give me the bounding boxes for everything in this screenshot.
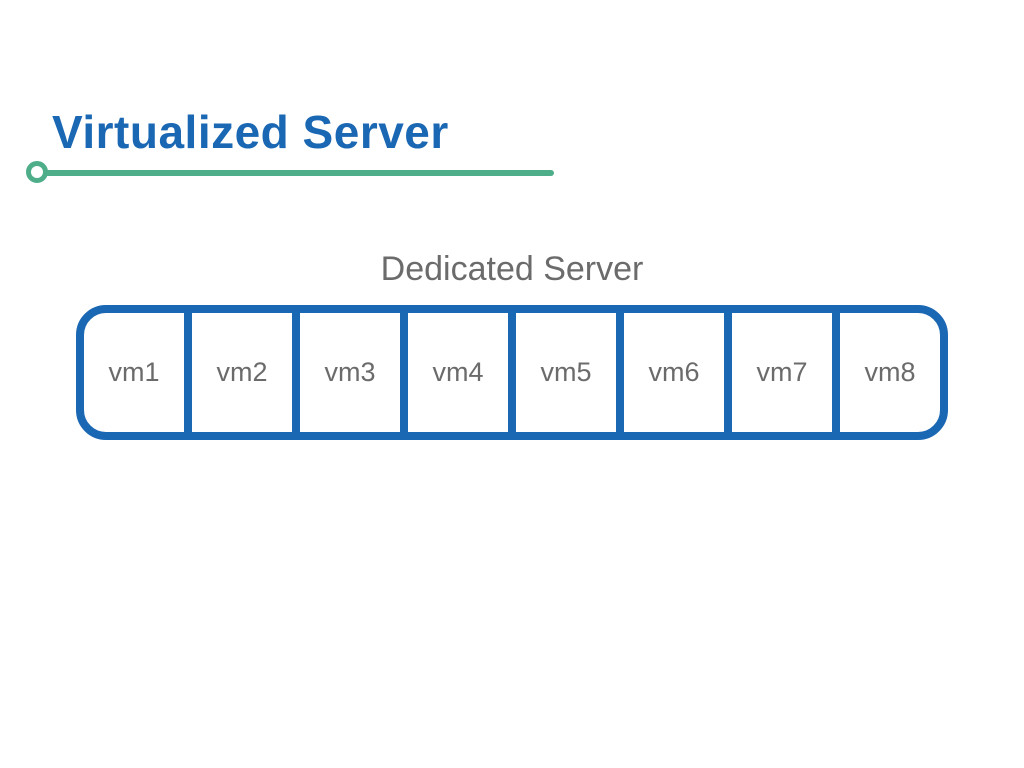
vm-label: vm6: [648, 357, 699, 388]
vm-label: vm5: [540, 357, 591, 388]
vm-cell: vm3: [292, 313, 400, 432]
vm-label: vm3: [324, 357, 375, 388]
vm-cell: vm5: [508, 313, 616, 432]
vm-cell: vm2: [184, 313, 292, 432]
vm-label: vm2: [216, 357, 267, 388]
subtitle-dedicated-server: Dedicated Server: [0, 250, 1024, 289]
underline-bar: [44, 170, 554, 176]
dedicated-server-box: vm1 vm2 vm3 vm4 vm5 vm6 vm7 vm8: [76, 305, 948, 440]
vm-cell: vm8: [832, 313, 940, 432]
vm-cell: vm1: [84, 313, 184, 432]
vm-cell: vm6: [616, 313, 724, 432]
vm-cell: vm4: [400, 313, 508, 432]
vm-label: vm7: [756, 357, 807, 388]
vm-label: vm8: [864, 357, 915, 388]
vm-label: vm4: [432, 357, 483, 388]
underline-dot: [26, 161, 48, 183]
vm-cell: vm7: [724, 313, 832, 432]
vm-label: vm1: [108, 357, 159, 388]
slide-title: Virtualized Server: [52, 105, 449, 159]
